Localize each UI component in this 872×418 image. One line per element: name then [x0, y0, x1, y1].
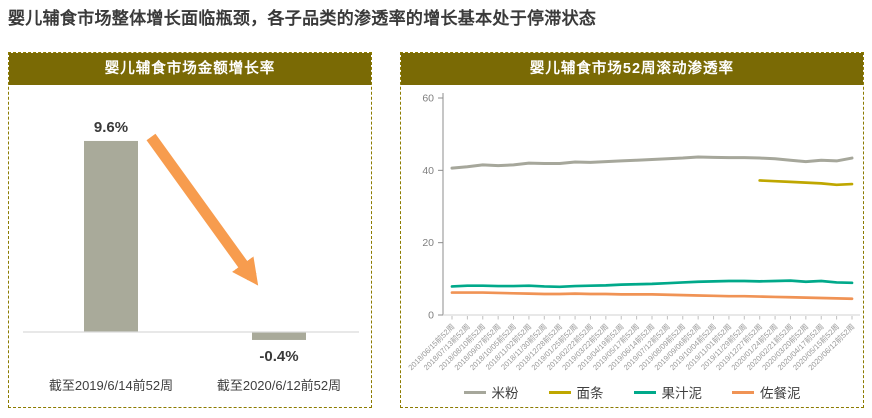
legend-item-2: 果汁泥 — [633, 382, 703, 402]
decline-arrow-icon — [146, 133, 259, 286]
legend-swatch-icon-3 — [732, 390, 754, 394]
y-tick-label-60: 60 — [422, 93, 434, 105]
page-title: 婴儿辅食市场整体增长面临瓶颈，各子品类的渗透率的增长基本处于停滞状态 — [8, 9, 597, 28]
legend-swatch-icon-2 — [633, 390, 656, 394]
legend-label-0: 米粉 — [491, 386, 519, 401]
bar-chart: 9.6% 截至2019/6/14前52周 -0.4% 截至2020/6/12前52周 — [23, 119, 359, 393]
legend-label-3: 佐餐泥 — [760, 386, 801, 401]
bar-1 — [252, 332, 306, 340]
legend-label-2: 果汁泥 — [661, 386, 703, 401]
bar-category-label-0: 截至2019/6/14前52周 — [49, 378, 173, 393]
growth-rate-panel-header: 婴儿辅食市场金额增长率 — [9, 53, 371, 85]
y-tick-label-40: 40 — [422, 165, 434, 177]
y-tick-label-20: 20 — [422, 237, 434, 249]
bar-0 — [84, 140, 138, 332]
penetration-panel-header: 婴儿辅食市场52周滚动渗透率 — [401, 53, 863, 85]
series-line-3 — [450, 291, 854, 301]
legend-swatch-icon-0 — [463, 390, 486, 394]
bar-category-label-1: 截至2020/6/12前52周 — [217, 378, 341, 393]
growth-rate-panel: 婴儿辅食市场金额增长率 9.6% 截至2019/6/14前52周 -0.4% 截至20… — [8, 52, 372, 408]
bar-value-label-1: -0.4% — [259, 348, 298, 365]
line-chart: 02040602018/06/15前52周2018/07/13前52周2018/… — [406, 93, 860, 372]
penetration-panel: 婴儿辅食市场52周滚动渗透率 0 20 40 60 2018/06/15前52周 2018… — [400, 52, 864, 408]
legend-item-0: 米粉 — [463, 382, 519, 402]
legend-label-1: 面条 — [576, 386, 604, 401]
y-tick-label-0: 0 — [428, 310, 434, 322]
series-line-2 — [450, 279, 854, 289]
chart-legend: 米粉 面条 果汁泥 佐餐泥 — [401, 377, 863, 407]
series-line-1 — [758, 179, 854, 187]
bar-value-label-0: 9.6% — [94, 119, 128, 136]
legend-swatch-icon-1 — [548, 390, 571, 394]
legend-item-3: 佐餐泥 — [732, 382, 801, 402]
series-line-0 — [450, 155, 854, 170]
legend-item-1: 面条 — [548, 382, 604, 402]
